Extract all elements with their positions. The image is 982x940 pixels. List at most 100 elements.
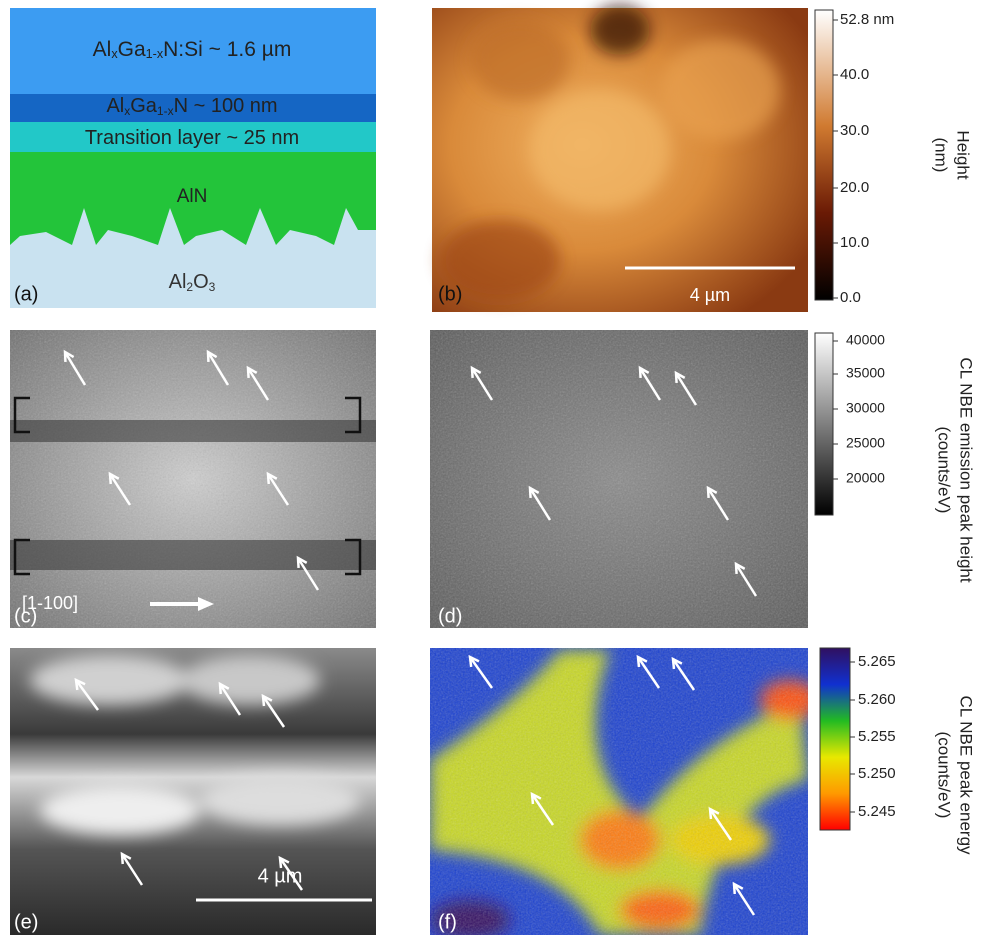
layer-label: Transition layer ~ 25 nm bbox=[85, 127, 299, 149]
layer-transition bbox=[10, 122, 376, 152]
arrow-head bbox=[246, 365, 258, 379]
layer-text: Transition layer ~ 25 nm bbox=[85, 127, 299, 149]
arrow bbox=[278, 857, 304, 891]
bracket bbox=[13, 396, 362, 576]
arrow-head bbox=[108, 471, 120, 485]
dark-band bbox=[10, 420, 376, 442]
colorbar-tick-label: 0.0 bbox=[840, 289, 861, 306]
panel-label: (f) bbox=[438, 911, 457, 933]
arrow bbox=[706, 487, 730, 521]
arrow-head bbox=[638, 365, 650, 379]
arrow bbox=[636, 656, 661, 689]
panel-label: (c) bbox=[14, 605, 37, 627]
direction-label: [1-100] bbox=[22, 593, 78, 613]
arrow bbox=[638, 367, 662, 401]
arrow bbox=[732, 883, 756, 916]
colorbar-tick-label: 30.0 bbox=[840, 122, 869, 139]
layer-text: O bbox=[193, 271, 209, 293]
subscript: 1-x bbox=[146, 47, 164, 61]
colorbar-tick-label: 5.260 bbox=[858, 691, 896, 708]
colorbar-tick-label: 20.0 bbox=[840, 179, 869, 196]
arrow-head bbox=[732, 881, 744, 895]
subscript: 3 bbox=[209, 280, 216, 294]
arrow bbox=[63, 351, 87, 386]
layer-algan bbox=[10, 94, 376, 122]
arrow bbox=[734, 563, 758, 597]
colorbar-tick-label: 5.265 bbox=[858, 653, 896, 670]
arrow bbox=[108, 473, 132, 506]
arrow bbox=[530, 793, 555, 826]
arrow bbox=[468, 656, 494, 689]
arrow-head bbox=[671, 656, 683, 670]
cl-texture bbox=[430, 330, 808, 628]
arrow-head bbox=[74, 677, 86, 691]
colorbar-tick-label: 30000 bbox=[846, 400, 885, 416]
scale-bar-label: 4 µm bbox=[258, 865, 303, 887]
colorbar-tick-label: 5.250 bbox=[858, 765, 896, 782]
layer-label: AlxGa1-xN:Si ~ 1.6 µm bbox=[93, 38, 292, 62]
colorbar-tick-label: 5.255 bbox=[858, 728, 896, 745]
arrow bbox=[261, 695, 286, 728]
colorbar-title: (nm) bbox=[932, 138, 951, 173]
layer-text: Ga bbox=[130, 95, 158, 117]
arrow bbox=[246, 367, 270, 401]
arrow-head bbox=[120, 851, 132, 865]
subscript: 1-x bbox=[157, 104, 174, 118]
arrow-head bbox=[706, 485, 718, 499]
arrow bbox=[296, 557, 320, 591]
arrow-head bbox=[468, 654, 480, 668]
colorbar-tick-label: 10.0 bbox=[840, 234, 869, 251]
layer-si bbox=[10, 8, 376, 94]
panel-label: (b) bbox=[438, 283, 462, 305]
arrow bbox=[528, 487, 552, 521]
colorbar-tick-label: 52.8 nm bbox=[840, 11, 894, 28]
arrow bbox=[674, 372, 698, 406]
arrow-head bbox=[266, 471, 278, 485]
layer-aln bbox=[10, 152, 376, 245]
colorbar-title: (counts/eV) bbox=[935, 427, 954, 514]
arrow-head bbox=[278, 855, 290, 869]
layer-text: N ~ 100 nm bbox=[174, 95, 278, 117]
arrow-head bbox=[674, 370, 686, 384]
arrow-head bbox=[296, 555, 308, 569]
colorbar-tick-label: 5.245 bbox=[858, 803, 896, 820]
layer-text: N:Si ~ 1.6 µm bbox=[163, 38, 291, 61]
colorbar-height bbox=[814, 9, 834, 301]
subscript: x bbox=[111, 47, 118, 61]
arrow bbox=[266, 473, 290, 506]
colorbar-title: (counts/eV) bbox=[935, 732, 954, 819]
pan-cl-texture bbox=[30, 655, 360, 835]
layer-label: Al2O3 bbox=[169, 271, 216, 294]
direction-arrow-head bbox=[198, 597, 214, 611]
colorbar-tick-label: 35000 bbox=[846, 365, 885, 381]
arrow-head bbox=[530, 791, 542, 805]
arrow-head bbox=[636, 654, 648, 668]
sem-texture bbox=[10, 330, 376, 628]
arrow-head bbox=[261, 693, 273, 707]
colorbar-tick-label: 40.0 bbox=[840, 66, 869, 83]
arrow bbox=[206, 351, 230, 386]
subscript: 2 bbox=[186, 280, 193, 294]
arrow-head bbox=[218, 681, 230, 695]
colorbar-tick-label: 40000 bbox=[846, 332, 885, 348]
cl-energy-noise bbox=[430, 648, 808, 935]
scale-bar-label: 4 µm bbox=[690, 285, 730, 305]
colorbar-title: CL NBE peak energy bbox=[957, 695, 976, 855]
panel-label: (d) bbox=[438, 605, 462, 627]
arrow-head bbox=[734, 561, 746, 575]
subscript: x bbox=[124, 104, 130, 118]
arrow-head bbox=[528, 485, 540, 499]
arrow bbox=[708, 808, 733, 841]
layer-text: Al bbox=[106, 95, 124, 117]
arrow bbox=[470, 367, 494, 401]
arrow bbox=[218, 683, 242, 716]
layer-text: Al bbox=[93, 38, 112, 61]
arrow-head bbox=[206, 349, 218, 363]
colorbar-tick-label: 25000 bbox=[846, 435, 885, 451]
arrow bbox=[671, 658, 696, 691]
colorbar-title: CL NBE emission peak height bbox=[957, 357, 976, 582]
arrow-head bbox=[470, 365, 482, 379]
panel-label: (a) bbox=[14, 283, 38, 305]
layer-label: AlN bbox=[177, 186, 208, 207]
